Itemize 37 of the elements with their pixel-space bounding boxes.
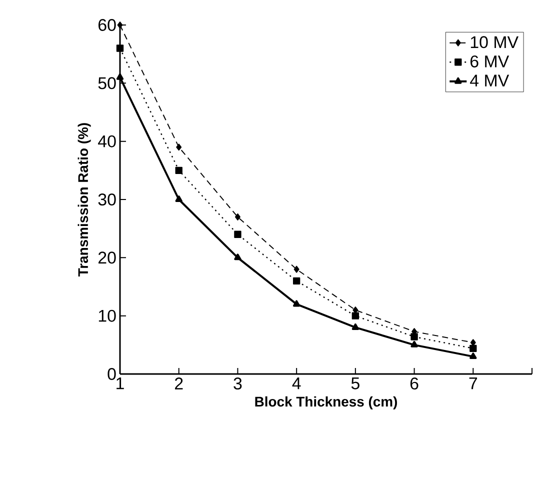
y-tick-label: 10 [98,310,116,322]
point [234,230,242,238]
y-axis-title: Transmission Ratio (%) [78,123,91,276]
x-tick-label: 5 [351,378,360,390]
y-tick-label: 50 [98,77,116,90]
x-tick-label: 7 [469,378,477,390]
point [176,144,182,151]
y-tick-label: 0 [108,368,116,380]
point [294,266,300,273]
y-tick-label: 20 [98,252,116,264]
legend-label: 10 MV [470,36,518,48]
point [410,340,418,348]
legend-label: 4 MV [470,74,510,86]
point [175,196,182,202]
point [292,277,300,285]
x-tick-label: 1 [116,378,124,390]
legend-label: 6 MV [470,55,510,68]
point [116,44,124,52]
point [352,323,360,330]
point [117,22,123,28]
point [116,73,124,80]
x-tick-label: 3 [234,378,242,390]
y-tick-label: 30 [98,194,116,206]
y-tick-label: 60 [98,19,116,31]
point [410,333,418,340]
point [470,352,477,360]
x-tick-label: 2 [175,378,183,390]
x-tick-label: 4 [292,378,301,390]
point [352,312,360,320]
point [470,344,477,352]
point [292,300,300,307]
point [175,166,182,174]
x-axis-title: Block Thickness (cm) [255,396,397,410]
x-tick-label: 6 [410,378,418,390]
point [234,213,240,220]
y-tick-label: 40 [98,135,116,148]
point [234,254,242,260]
